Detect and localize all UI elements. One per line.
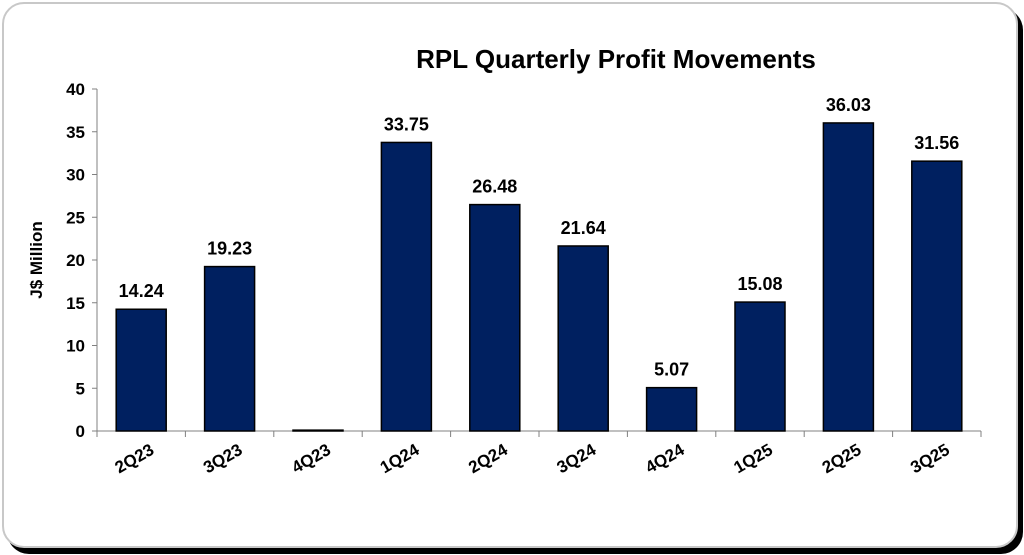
bar-3Q25 [911, 160, 963, 432]
data-label: 31.56 [914, 133, 959, 153]
x-tick-label: 1Q24 [377, 440, 423, 478]
chart-title: RPL Quarterly Profit Movements [416, 44, 816, 74]
y-tick-label: 40 [66, 80, 85, 99]
x-tick-label: 1Q25 [730, 440, 776, 477]
x-tick-label: 2Q23 [112, 440, 158, 477]
y-tick-label: 35 [66, 123, 85, 142]
bar-3Q24 [557, 245, 609, 432]
bar-4Q24 [645, 386, 698, 432]
x-tick-label: 4Q24 [642, 440, 688, 478]
data-label: 33.75 [384, 114, 429, 134]
data-label: 21.64 [561, 218, 606, 238]
y-axis-label: J$ Million [27, 221, 46, 298]
y-tick-label: 0 [76, 422, 85, 441]
x-tick-label: 2Q24 [465, 440, 511, 478]
bar-4Q23 [292, 429, 344, 432]
y-tick-label: 15 [66, 294, 85, 313]
data-label: 26.48 [472, 177, 517, 197]
y-tick-label: 10 [66, 337, 85, 356]
bar-1Q24 [380, 141, 433, 432]
y-tick-label: 25 [66, 208, 85, 227]
bar-1Q25 [734, 301, 786, 432]
data-label: 36.03 [826, 95, 871, 115]
bar-2Q23 [115, 308, 167, 432]
x-tick-label: 3Q25 [907, 440, 953, 477]
x-tick-label: 2Q25 [819, 440, 865, 477]
y-tick-label: 30 [66, 166, 85, 185]
y-tick-label: 20 [66, 251, 85, 270]
y-tick-label: 5 [76, 379, 85, 398]
data-label: 15.08 [737, 274, 782, 294]
data-label: 5.07 [654, 360, 689, 380]
x-tick-label: 4Q23 [288, 440, 334, 477]
bar-2Q24 [469, 203, 521, 432]
data-label: 14.24 [119, 281, 164, 301]
x-tick-label: 3Q24 [554, 440, 600, 478]
data-label: 19.23 [207, 239, 252, 259]
bar-3Q23 [203, 265, 256, 432]
bar-2Q25 [822, 122, 875, 432]
x-tick-label: 3Q23 [200, 440, 246, 477]
